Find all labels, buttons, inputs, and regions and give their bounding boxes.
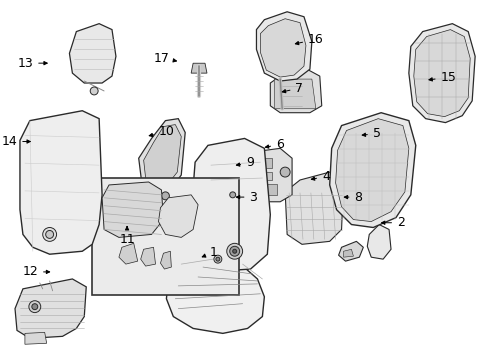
Circle shape [226,243,242,259]
Circle shape [161,192,169,200]
Polygon shape [102,182,163,237]
Polygon shape [240,148,291,202]
Polygon shape [256,12,311,81]
Polygon shape [343,249,353,257]
Text: 12: 12 [22,265,50,278]
Circle shape [229,192,235,198]
Circle shape [232,249,236,253]
Text: 13: 13 [18,57,47,69]
Text: 11: 11 [119,226,135,246]
Polygon shape [158,195,198,237]
Text: 9: 9 [236,156,253,170]
Polygon shape [285,172,343,244]
Polygon shape [254,172,272,180]
Text: 7: 7 [282,82,303,95]
Polygon shape [274,79,315,109]
Text: 2: 2 [381,216,404,229]
Text: 15: 15 [428,71,456,84]
Text: 1: 1 [202,246,217,259]
Text: 8: 8 [344,190,362,204]
Polygon shape [254,158,272,168]
Circle shape [45,230,54,238]
Polygon shape [15,279,86,338]
Text: 14: 14 [1,135,30,148]
Circle shape [90,87,98,95]
Text: 6: 6 [265,138,284,151]
Polygon shape [260,19,305,77]
Polygon shape [191,63,206,73]
Polygon shape [193,139,270,271]
Polygon shape [413,30,469,117]
Polygon shape [335,119,408,221]
Circle shape [32,304,38,310]
Circle shape [229,246,239,256]
Polygon shape [141,247,155,266]
Polygon shape [408,24,474,123]
Circle shape [213,255,222,263]
Polygon shape [254,184,277,195]
Text: 17: 17 [153,52,176,65]
Text: 10: 10 [149,125,175,138]
Text: 3: 3 [236,190,257,204]
Polygon shape [329,113,415,228]
Circle shape [42,228,57,241]
Polygon shape [69,24,116,83]
Text: 16: 16 [295,33,323,46]
Polygon shape [119,243,138,264]
Text: 4: 4 [311,170,329,183]
Polygon shape [160,251,171,269]
Polygon shape [366,225,390,259]
Polygon shape [143,125,181,188]
Polygon shape [338,241,363,261]
Circle shape [215,257,220,261]
Polygon shape [151,185,175,200]
Polygon shape [20,111,102,254]
Polygon shape [270,69,321,113]
Circle shape [29,301,41,312]
Polygon shape [166,259,264,333]
Polygon shape [139,119,185,195]
Text: 5: 5 [362,127,380,140]
Polygon shape [25,332,46,344]
Circle shape [280,167,289,177]
Bar [92,178,238,295]
